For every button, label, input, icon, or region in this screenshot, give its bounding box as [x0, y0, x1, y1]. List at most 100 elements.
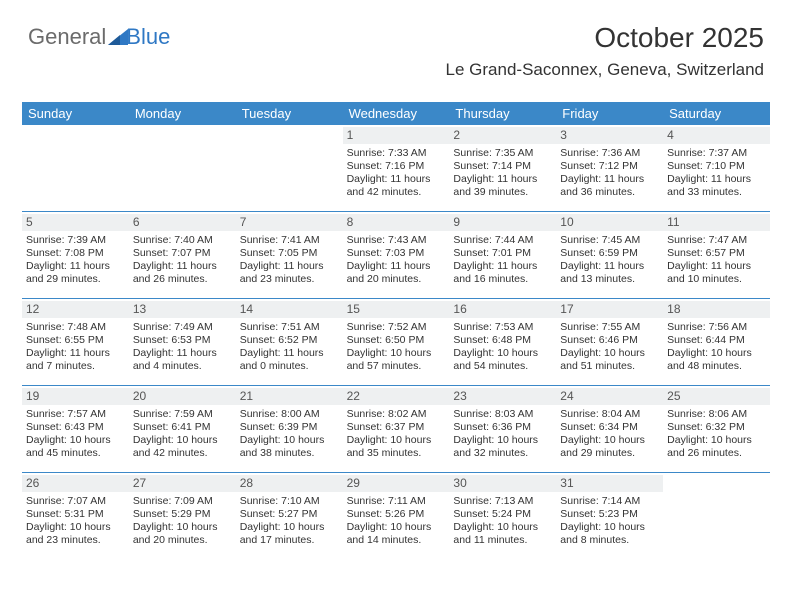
sunset-text: Sunset: 7:05 PM — [240, 247, 339, 260]
sunset-text: Sunset: 6:53 PM — [133, 334, 232, 347]
day-number: 8 — [343, 214, 450, 231]
day-number: 30 — [449, 475, 556, 492]
daylight-text: and 4 minutes. — [133, 360, 232, 373]
calendar-cell: 24Sunrise: 8:04 AMSunset: 6:34 PMDayligh… — [556, 386, 663, 472]
calendar-cell: 20Sunrise: 7:59 AMSunset: 6:41 PMDayligh… — [129, 386, 236, 472]
sunset-text: Sunset: 5:31 PM — [26, 508, 125, 521]
sunset-text: Sunset: 6:32 PM — [667, 421, 766, 434]
calendar-cell: 13Sunrise: 7:49 AMSunset: 6:53 PMDayligh… — [129, 299, 236, 385]
daylight-text: and 57 minutes. — [347, 360, 446, 373]
sunrise-text: Sunrise: 8:04 AM — [560, 408, 659, 421]
sunset-text: Sunset: 7:14 PM — [453, 160, 552, 173]
sunrise-text: Sunrise: 7:10 AM — [240, 495, 339, 508]
sunset-text: Sunset: 6:46 PM — [560, 334, 659, 347]
sunset-text: Sunset: 7:08 PM — [26, 247, 125, 260]
daylight-text: and 38 minutes. — [240, 447, 339, 460]
day-number: 19 — [22, 388, 129, 405]
sunset-text: Sunset: 7:03 PM — [347, 247, 446, 260]
day-header-wed: Wednesday — [343, 102, 450, 125]
sunset-text: Sunset: 6:48 PM — [453, 334, 552, 347]
daylight-text: Daylight: 10 hours — [560, 347, 659, 360]
calendar-week: 12Sunrise: 7:48 AMSunset: 6:55 PMDayligh… — [22, 298, 770, 385]
calendar-cell: 5Sunrise: 7:39 AMSunset: 7:08 PMDaylight… — [22, 212, 129, 298]
location-subtitle: Le Grand-Saconnex, Geneva, Switzerland — [446, 60, 764, 80]
calendar-cell: 6Sunrise: 7:40 AMSunset: 7:07 PMDaylight… — [129, 212, 236, 298]
sunset-text: Sunset: 6:44 PM — [667, 334, 766, 347]
sunrise-text: Sunrise: 8:06 AM — [667, 408, 766, 421]
daylight-text: Daylight: 11 hours — [240, 347, 339, 360]
daylight-text: Daylight: 10 hours — [347, 347, 446, 360]
sunrise-text: Sunrise: 7:35 AM — [453, 147, 552, 160]
calendar-day-header: Sunday Monday Tuesday Wednesday Thursday… — [22, 102, 770, 125]
daylight-text: Daylight: 10 hours — [667, 434, 766, 447]
sunrise-text: Sunrise: 8:00 AM — [240, 408, 339, 421]
daylight-text: and 45 minutes. — [26, 447, 125, 460]
calendar-cell: 29Sunrise: 7:11 AMSunset: 5:26 PMDayligh… — [343, 473, 450, 559]
sunset-text: Sunset: 5:23 PM — [560, 508, 659, 521]
calendar-week: 1Sunrise: 7:33 AMSunset: 7:16 PMDaylight… — [22, 125, 770, 211]
daylight-text: and 10 minutes. — [667, 273, 766, 286]
daylight-text: Daylight: 11 hours — [560, 260, 659, 273]
day-header-sun: Sunday — [22, 102, 129, 125]
day-number: 11 — [663, 214, 770, 231]
calendar-cell: 23Sunrise: 8:03 AMSunset: 6:36 PMDayligh… — [449, 386, 556, 472]
daylight-text: Daylight: 10 hours — [667, 347, 766, 360]
page-header: October 2025 Le Grand-Saconnex, Geneva, … — [446, 22, 764, 80]
calendar-cell: 21Sunrise: 8:00 AMSunset: 6:39 PMDayligh… — [236, 386, 343, 472]
sunrise-text: Sunrise: 7:13 AM — [453, 495, 552, 508]
sunrise-text: Sunrise: 7:43 AM — [347, 234, 446, 247]
daylight-text: and 42 minutes. — [133, 447, 232, 460]
daylight-text: Daylight: 11 hours — [133, 260, 232, 273]
daylight-text: and 23 minutes. — [26, 534, 125, 547]
calendar-cell: 19Sunrise: 7:57 AMSunset: 6:43 PMDayligh… — [22, 386, 129, 472]
day-number: 12 — [22, 301, 129, 318]
sunrise-text: Sunrise: 7:57 AM — [26, 408, 125, 421]
sunrise-text: Sunrise: 7:53 AM — [453, 321, 552, 334]
calendar-cell: 4Sunrise: 7:37 AMSunset: 7:10 PMDaylight… — [663, 125, 770, 211]
sunrise-text: Sunrise: 7:51 AM — [240, 321, 339, 334]
day-number: 27 — [129, 475, 236, 492]
daylight-text: and 8 minutes. — [560, 534, 659, 547]
day-number: 5 — [22, 214, 129, 231]
daylight-text: and 26 minutes. — [667, 447, 766, 460]
day-number: 22 — [343, 388, 450, 405]
logo: General Blue — [28, 24, 170, 50]
calendar-cell: 25 Sunrise: 8:06 AMSunset: 6:32 PMDayligh… — [663, 386, 770, 472]
day-number: 21 — [236, 388, 343, 405]
daylight-text: and 0 minutes. — [240, 360, 339, 373]
sunset-text: Sunset: 6:55 PM — [26, 334, 125, 347]
calendar-cell — [236, 125, 343, 211]
daylight-text: Daylight: 11 hours — [240, 260, 339, 273]
daylight-text: and 51 minutes. — [560, 360, 659, 373]
sunset-text: Sunset: 5:29 PM — [133, 508, 232, 521]
sunset-text: Sunset: 5:24 PM — [453, 508, 552, 521]
sunrise-text: Sunrise: 7:52 AM — [347, 321, 446, 334]
daylight-text: and 33 minutes. — [667, 186, 766, 199]
calendar-cell: 22Sunrise: 8:02 AMSunset: 6:37 PMDayligh… — [343, 386, 450, 472]
day-number: 26 — [22, 475, 129, 492]
day-number: 15 — [343, 301, 450, 318]
calendar-cell: 30Sunrise: 7:13 AMSunset: 5:24 PMDayligh… — [449, 473, 556, 559]
daylight-text: Daylight: 10 hours — [133, 434, 232, 447]
sunrise-text: Sunrise: 7:09 AM — [133, 495, 232, 508]
calendar-cell: 31Sunrise: 7:14 AMSunset: 5:23 PMDayligh… — [556, 473, 663, 559]
sunrise-text: Sunrise: 7:37 AM — [667, 147, 766, 160]
daylight-text: and 42 minutes. — [347, 186, 446, 199]
daylight-text: Daylight: 10 hours — [347, 434, 446, 447]
sunrise-text: Sunrise: 7:56 AM — [667, 321, 766, 334]
daylight-text: Daylight: 10 hours — [133, 521, 232, 534]
day-number: 2 — [449, 127, 556, 144]
sunset-text: Sunset: 6:37 PM — [347, 421, 446, 434]
sunrise-text: Sunrise: 7:39 AM — [26, 234, 125, 247]
sunset-text: Sunset: 7:07 PM — [133, 247, 232, 260]
daylight-text: Daylight: 10 hours — [560, 434, 659, 447]
calendar-cell — [129, 125, 236, 211]
daylight-text: Daylight: 11 hours — [667, 260, 766, 273]
page-title: October 2025 — [446, 22, 764, 54]
daylight-text: and 20 minutes. — [133, 534, 232, 547]
day-number: 25 — [663, 388, 770, 405]
sunset-text: Sunset: 6:52 PM — [240, 334, 339, 347]
sunset-text: Sunset: 7:16 PM — [347, 160, 446, 173]
calendar-cell: 27 Sunrise: 7:09 AMSunset: 5:29 PMDayligh… — [129, 473, 236, 559]
day-number: 13 — [129, 301, 236, 318]
